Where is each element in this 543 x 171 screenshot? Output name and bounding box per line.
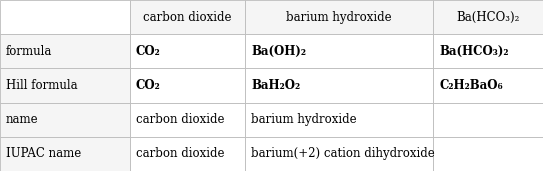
Text: Ba(HCO₃)₂: Ba(HCO₃)₂	[456, 11, 520, 24]
Bar	[0, 68, 130, 103]
Text: C₂H₂BaO₆: C₂H₂BaO₆	[439, 79, 503, 92]
Bar	[245, 103, 433, 137]
Bar	[130, 68, 245, 103]
Bar	[245, 0, 433, 34]
Text: Ba(OH)₂: Ba(OH)₂	[251, 45, 306, 58]
Bar	[433, 0, 543, 34]
Bar	[245, 34, 433, 68]
Bar	[245, 137, 433, 171]
Bar	[130, 0, 245, 34]
Bar	[130, 34, 245, 68]
Text: IUPAC name: IUPAC name	[6, 147, 81, 160]
Text: name: name	[6, 113, 39, 126]
Bar	[0, 137, 130, 171]
Text: barium(+2) cation dihydroxide: barium(+2) cation dihydroxide	[251, 147, 435, 160]
Text: CO₂: CO₂	[136, 79, 161, 92]
Bar	[433, 68, 543, 103]
Text: barium hydroxide: barium hydroxide	[251, 113, 357, 126]
Text: BaH₂O₂: BaH₂O₂	[251, 79, 300, 92]
Text: CO₂: CO₂	[136, 45, 161, 58]
Text: carbon dioxide: carbon dioxide	[136, 113, 224, 126]
Bar	[130, 137, 245, 171]
Bar	[433, 137, 543, 171]
Bar	[433, 34, 543, 68]
Text: barium hydroxide: barium hydroxide	[286, 11, 392, 24]
Text: carbon dioxide: carbon dioxide	[136, 147, 224, 160]
Bar	[0, 0, 130, 34]
Bar	[130, 103, 245, 137]
Text: carbon dioxide: carbon dioxide	[143, 11, 232, 24]
Bar	[433, 103, 543, 137]
Text: formula: formula	[6, 45, 52, 58]
Bar	[245, 68, 433, 103]
Bar	[0, 103, 130, 137]
Bar	[0, 34, 130, 68]
Text: Hill formula: Hill formula	[6, 79, 78, 92]
Text: Ba(HCO₃)₂: Ba(HCO₃)₂	[439, 45, 508, 58]
